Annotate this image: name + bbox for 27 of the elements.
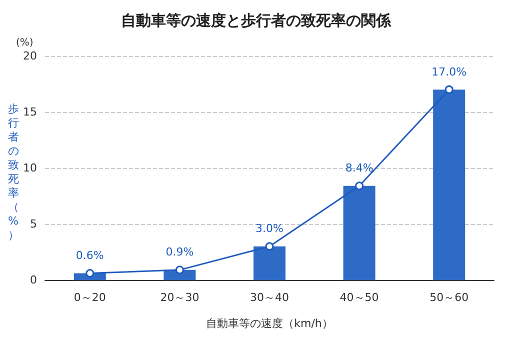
text: (%) (16, 38, 34, 48)
y-tick-label: 0 (30, 274, 37, 286)
data-label: 8.4% (345, 162, 374, 175)
point (86, 269, 94, 278)
y-tick-label: 10 (23, 162, 37, 174)
point (355, 182, 364, 190)
data-label: 0.9% (166, 246, 194, 259)
bar (254, 246, 286, 280)
text: 歩行者の致死率（%） (8, 102, 19, 242)
bar (343, 186, 376, 280)
x-tick-label: 50～60 (430, 291, 469, 304)
data-label: 17.0% (432, 65, 467, 78)
y-tick-label: 15 (23, 106, 37, 118)
data-label: 0.6% (76, 249, 104, 262)
x-tick-label: 20～30 (160, 291, 200, 304)
y-tick-label: 5 (30, 218, 37, 230)
chart-title: 自動車等の速度と歩行者の致死率の関係 (121, 12, 392, 30)
bar (433, 90, 466, 280)
point (444, 85, 454, 94)
x-axis-title: 自動車等の速度（km/h） (206, 317, 333, 330)
data-label: 3.0% (256, 222, 284, 236)
x-tick-label: 40～50 (340, 291, 379, 304)
x-tick-label: 30～40 (250, 291, 289, 304)
point (175, 266, 184, 274)
x-tick-label: 0～20 (74, 291, 106, 304)
point (265, 242, 274, 251)
y-tick-label: 20 (23, 50, 37, 62)
